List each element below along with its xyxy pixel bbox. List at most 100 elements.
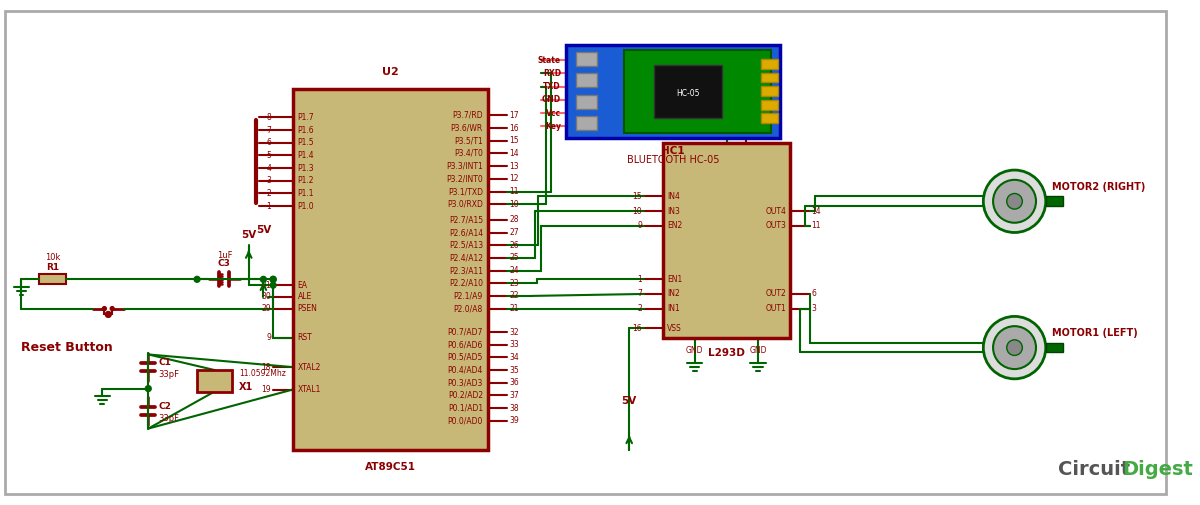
Text: P1.7: P1.7	[298, 113, 314, 122]
Text: RXD: RXD	[542, 69, 560, 78]
Circle shape	[260, 276, 266, 282]
Text: 23: 23	[509, 279, 518, 288]
Text: C1: C1	[158, 358, 170, 367]
Text: P1.3: P1.3	[298, 164, 314, 173]
Text: 17: 17	[509, 111, 518, 120]
Bar	[1045, 196, 1063, 206]
Text: 24: 24	[509, 266, 518, 275]
Circle shape	[270, 282, 276, 288]
Text: MOTOR2 (RIGHT): MOTOR2 (RIGHT)	[1051, 182, 1145, 192]
Text: 11.0592Mhz: 11.0592Mhz	[239, 370, 286, 378]
Text: 11: 11	[509, 187, 518, 196]
Circle shape	[1007, 340, 1022, 356]
Text: U2: U2	[382, 67, 398, 77]
Text: 39: 39	[509, 416, 518, 425]
Text: P3.5/T1: P3.5/T1	[454, 136, 482, 145]
Text: P2.6/A14: P2.6/A14	[449, 228, 482, 237]
Text: 4: 4	[266, 164, 271, 173]
Text: L293D: L293D	[708, 347, 745, 358]
Circle shape	[270, 276, 276, 282]
Text: 3: 3	[266, 176, 271, 185]
Text: 15: 15	[509, 136, 518, 145]
Text: VSS: VSS	[667, 324, 682, 333]
Circle shape	[102, 307, 107, 311]
Text: P2.0/A8: P2.0/A8	[454, 304, 482, 313]
Text: 16: 16	[509, 124, 518, 133]
Text: 5V: 5V	[719, 89, 734, 99]
Text: 29: 29	[262, 304, 271, 313]
Text: 30: 30	[262, 292, 271, 301]
Text: 1: 1	[637, 275, 642, 284]
Text: IN1: IN1	[667, 304, 680, 313]
Text: 6: 6	[811, 289, 816, 298]
Circle shape	[994, 180, 1036, 223]
Text: Digest: Digest	[1122, 460, 1193, 479]
Text: P3.6/WR: P3.6/WR	[451, 124, 482, 133]
Text: 11: 11	[811, 221, 821, 230]
Text: XTAL2: XTAL2	[298, 363, 320, 372]
Text: 3: 3	[811, 304, 816, 313]
Text: HC-05: HC-05	[676, 89, 700, 98]
Text: C2: C2	[158, 401, 170, 411]
Text: VS: VS	[742, 129, 751, 138]
Text: 5V: 5V	[622, 396, 637, 406]
Text: GND: GND	[749, 345, 767, 355]
Text: PSEN: PSEN	[298, 304, 318, 313]
Circle shape	[983, 170, 1045, 232]
Circle shape	[106, 312, 112, 317]
Text: OUT4: OUT4	[766, 207, 786, 216]
Text: EA: EA	[298, 281, 307, 290]
Circle shape	[994, 326, 1036, 369]
Circle shape	[110, 307, 114, 311]
Text: C3: C3	[218, 259, 230, 268]
Text: P1.2: P1.2	[298, 176, 314, 185]
Text: 1: 1	[266, 201, 271, 211]
Text: 18: 18	[262, 363, 271, 372]
Text: 33pF: 33pF	[158, 414, 179, 423]
Text: P1.1: P1.1	[298, 189, 314, 198]
Text: P1.0: P1.0	[298, 201, 314, 211]
Text: P3.0/RXD: P3.0/RXD	[448, 199, 482, 209]
Bar	[761, 86, 779, 96]
Text: 7: 7	[637, 289, 642, 298]
Text: P2.3/A11: P2.3/A11	[449, 266, 482, 275]
Text: 19: 19	[262, 385, 271, 394]
Bar	[761, 73, 779, 82]
Bar	[293, 89, 487, 450]
Text: Key: Key	[545, 122, 560, 131]
Text: GND: GND	[686, 345, 703, 355]
Text: 9: 9	[637, 221, 642, 230]
Bar	[197, 370, 232, 391]
Bar	[761, 59, 779, 69]
Text: P0.0/AD0: P0.0/AD0	[448, 416, 482, 425]
Text: 31: 31	[262, 281, 271, 290]
Text: 5V: 5V	[256, 225, 271, 235]
Circle shape	[194, 276, 200, 282]
Text: 28: 28	[509, 215, 518, 224]
Text: ALE: ALE	[298, 292, 312, 301]
Text: 10k: 10k	[44, 253, 60, 262]
Text: P2.1/A9: P2.1/A9	[454, 291, 482, 300]
Text: P0.1/AD1: P0.1/AD1	[448, 403, 482, 413]
Text: P0.3/AD3: P0.3/AD3	[448, 378, 482, 387]
Text: P3.2/INT0: P3.2/INT0	[446, 174, 482, 183]
Bar	[576, 117, 598, 130]
Text: GND: GND	[541, 95, 560, 105]
Text: 14: 14	[509, 149, 518, 158]
Text: 5V: 5V	[241, 230, 257, 240]
Bar	[761, 100, 779, 110]
Text: EN2: EN2	[667, 221, 683, 230]
Text: P0.5/AD5: P0.5/AD5	[448, 353, 482, 362]
Text: R1: R1	[46, 263, 59, 272]
Text: 14: 14	[811, 207, 821, 216]
Text: OUT1: OUT1	[766, 304, 786, 313]
Text: P0.2/AD2: P0.2/AD2	[448, 391, 482, 400]
Text: 34: 34	[509, 353, 518, 362]
Text: 10: 10	[632, 207, 642, 216]
Text: 10: 10	[509, 199, 518, 209]
Text: 22: 22	[509, 291, 518, 300]
Text: 26: 26	[509, 241, 518, 249]
Text: X1: X1	[239, 382, 253, 392]
Text: Reset Button: Reset Button	[22, 341, 113, 354]
Text: 36: 36	[509, 378, 518, 387]
